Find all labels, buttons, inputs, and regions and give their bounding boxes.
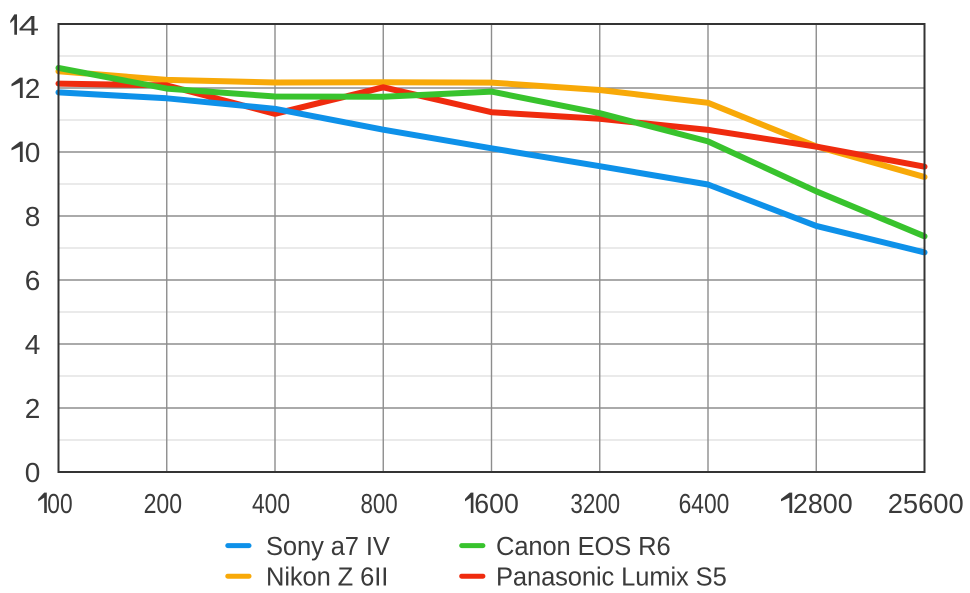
svg-text:400: 400 <box>252 488 290 519</box>
svg-text:800: 800 <box>361 488 398 519</box>
svg-text:200: 200 <box>144 488 183 519</box>
svg-text:25600: 25600 <box>888 488 964 519</box>
svg-text:600: 600 <box>474 488 519 519</box>
svg-text:00: 00 <box>47 488 72 519</box>
svg-text:0: 0 <box>25 137 40 168</box>
svg-text:Canon EOS R6: Canon EOS R6 <box>496 533 671 561</box>
svg-text:0: 0 <box>25 457 40 488</box>
svg-text:6: 6 <box>25 265 40 296</box>
svg-text:Nikon Z 6II: Nikon Z 6II <box>266 563 388 591</box>
svg-text:2: 2 <box>25 73 40 104</box>
svg-text:3200: 3200 <box>570 488 620 519</box>
svg-text:8: 8 <box>25 201 40 232</box>
svg-text:2800: 2800 <box>793 488 853 519</box>
svg-text:6400: 6400 <box>679 488 730 519</box>
svg-text:Sony a7 IV: Sony a7 IV <box>266 533 390 561</box>
svg-text:4: 4 <box>25 329 40 360</box>
svg-text:Panasonic Lumix S5: Panasonic Lumix S5 <box>496 563 727 591</box>
svg-text:4: 4 <box>19 10 39 41</box>
svg-text:2: 2 <box>25 393 40 424</box>
